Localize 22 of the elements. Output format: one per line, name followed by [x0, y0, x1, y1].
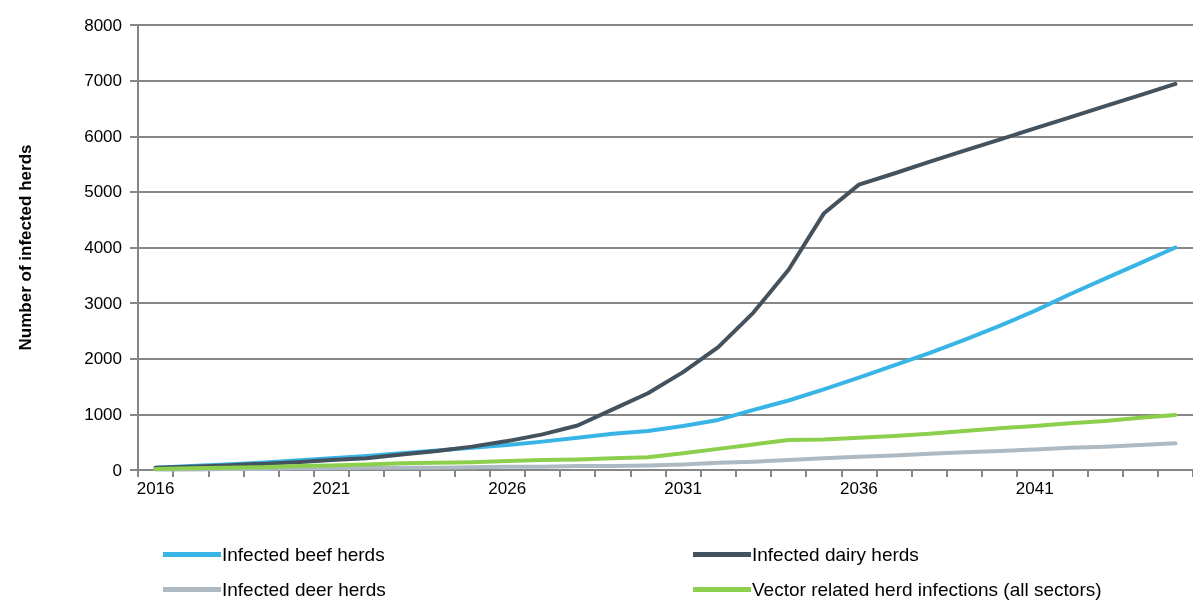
- x-tick-label: 2021: [312, 479, 351, 498]
- y-axis-title: Number of infected herds: [16, 144, 35, 351]
- legend-label: Vector related herd infections (all sectors): [752, 579, 1102, 600]
- y-tick-label: 7000: [84, 71, 122, 91]
- x-tick-label: 2016: [136, 479, 175, 498]
- y-tick-label: 6000: [84, 126, 122, 146]
- legend-label: Infected dairy herds: [752, 544, 919, 565]
- x-tick-label: 2041: [1015, 479, 1054, 498]
- x-tick-label: 2031: [664, 479, 702, 498]
- line-series: [153, 412, 1178, 471]
- line-series: [153, 81, 1178, 470]
- y-tick-label: 2000: [84, 349, 122, 369]
- y-tick-label: 0: [112, 460, 122, 480]
- legend-label: Infected beef herds: [222, 544, 385, 565]
- y-tick-label: 8000: [84, 15, 122, 35]
- legend-label: Infected deer herds: [222, 579, 386, 600]
- y-tick-label: 4000: [84, 238, 122, 257]
- x-tick-label: 2026: [488, 479, 527, 498]
- y-tick-label: 5000: [84, 182, 122, 202]
- x-tick-label: 2036: [840, 479, 878, 498]
- y-tick-label: 3000: [84, 293, 122, 313]
- y-tick-label: 1000: [84, 404, 122, 424]
